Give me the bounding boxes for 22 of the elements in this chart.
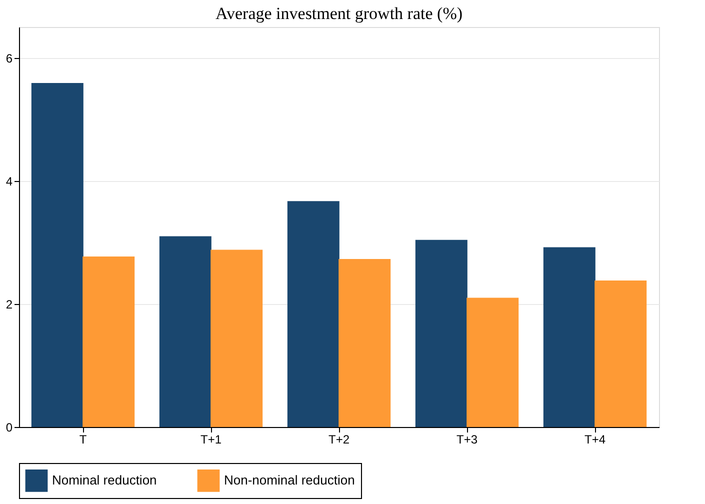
bar: [159, 236, 212, 427]
y-tick-label: 0: [6, 420, 13, 434]
bar: [31, 83, 84, 427]
legend-label: Nominal reduction: [52, 472, 157, 488]
y-tick-label: 6: [6, 51, 13, 66]
bar: [415, 240, 468, 427]
legend-label: Non-nominal reduction: [224, 472, 355, 488]
bar: [210, 250, 263, 427]
bar: [466, 298, 519, 427]
x-tick-label: T+2: [328, 432, 350, 446]
x-tick-label: T+4: [584, 432, 606, 446]
x-tick-label: T: [79, 432, 88, 446]
bar: [594, 280, 647, 427]
bar: [338, 259, 391, 427]
bar: [287, 201, 340, 427]
y-tick-label: 2: [6, 297, 13, 312]
y-tick-label: 4: [6, 174, 13, 188]
bar: [543, 247, 596, 427]
chart-title: Average investment growth rate (%): [215, 4, 463, 23]
bar: [82, 256, 135, 427]
x-tick-label: T+1: [200, 432, 222, 446]
x-tick-label: T+3: [456, 432, 478, 446]
